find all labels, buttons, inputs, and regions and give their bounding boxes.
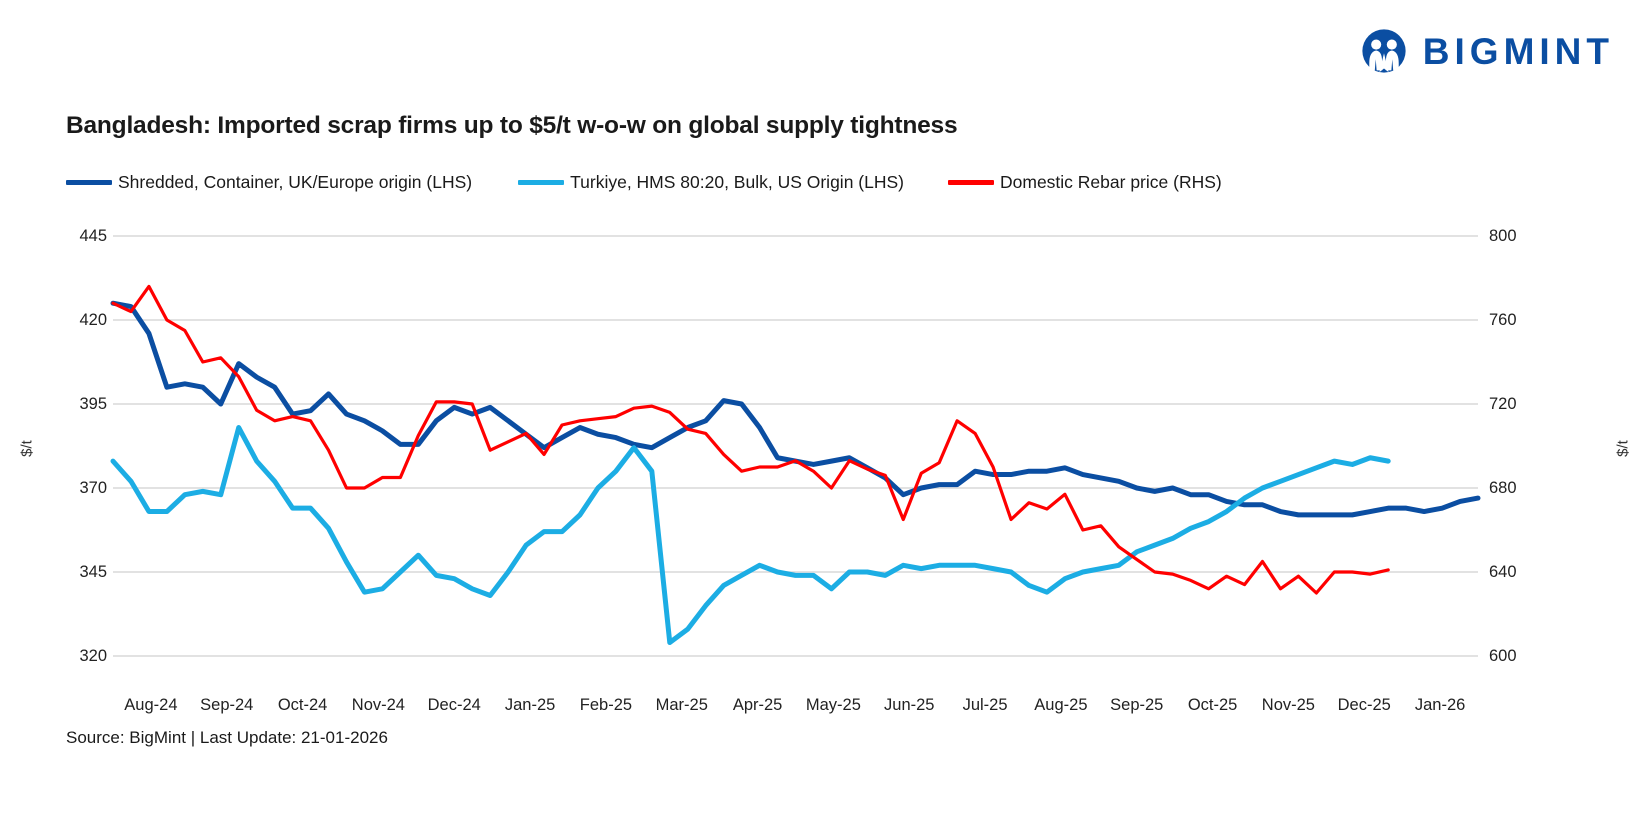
legend-label-1: Turkiye, HMS 80:20, Bulk, US Origin (LHS… [570,172,904,192]
series-line-2 [111,284,1390,595]
y-axis-left-tick-1: 345 [79,563,107,581]
y-axis-left-tick-0: 320 [79,647,107,665]
legend-label-2: Domestic Rebar price (RHS) [1000,172,1222,192]
legend-label-0: Shredded, Container, UK/Europe origin (L… [118,172,473,192]
y-axis-right-tick-0: 600 [1489,647,1517,665]
legend-swatch-2 [948,180,994,185]
x-axis-tick-13: Sep-25 [1110,696,1164,714]
y-axis-left-tick-5: 445 [79,227,107,245]
x-axis-tick-11: Jul-25 [962,696,1008,714]
x-axis-tick-2: Oct-24 [277,696,328,714]
x-axis-tick-6: Feb-25 [579,696,633,714]
legend-swatch-0 [66,180,112,185]
series-line-1 [110,425,1391,646]
x-axis-tick-14: Oct-25 [1187,696,1238,714]
bigmint-logo: BIGMINT [1361,28,1614,74]
x-axis-tick-17: Jan-26 [1414,696,1466,714]
x-axis-tick-3: Nov-24 [351,696,405,714]
y-axis-right-tick-1: 640 [1489,563,1517,581]
source-note: Source: BigMint | Last Update: 21-01-202… [66,728,388,747]
x-axis-tick-16: Dec-25 [1337,696,1391,714]
x-axis-tick-8: Apr-25 [732,696,783,714]
x-axis-tick-15: Nov-25 [1261,696,1315,714]
y-axis-right-tick-2: 680 [1489,479,1517,497]
x-axis-tick-12: Aug-25 [1034,696,1088,714]
x-axis-tick-1: Sep-24 [200,696,254,714]
x-axis-tick-5: Jan-25 [504,696,556,714]
legend-item-1[interactable]: Turkiye, HMS 80:20, Bulk, US Origin (LHS… [518,172,904,193]
chart-legend: Shredded, Container, UK/Europe origin (L… [66,172,1222,193]
x-axis-tick-0: Aug-24 [124,696,178,714]
legend-item-0[interactable]: Shredded, Container, UK/Europe origin (L… [66,172,472,193]
y-axis-left-tick-3: 395 [79,395,107,413]
y-axis-left-tick-2: 370 [79,479,107,497]
y-axis-right-tick-3: 720 [1489,395,1517,413]
y-axis-right-tick-5: 800 [1489,227,1517,245]
legend-item-2[interactable]: Domestic Rebar price (RHS) [948,172,1222,193]
x-axis-tick-10: Jun-25 [884,696,935,714]
y-axis-left-tick-4: 420 [79,311,107,329]
page-title: Bangladesh: Imported scrap firms up to $… [66,112,958,139]
brand-name: BIGMINT [1422,30,1614,72]
x-axis-tick-7: Mar-25 [655,696,708,714]
legend-swatch-1 [518,180,565,185]
x-axis-tick-4: Dec-24 [427,696,481,714]
y-axis-right-tick-4: 760 [1489,311,1517,329]
x-axis-tick-9: May-25 [805,696,861,714]
bigmint-people-circle-icon [1362,29,1406,73]
